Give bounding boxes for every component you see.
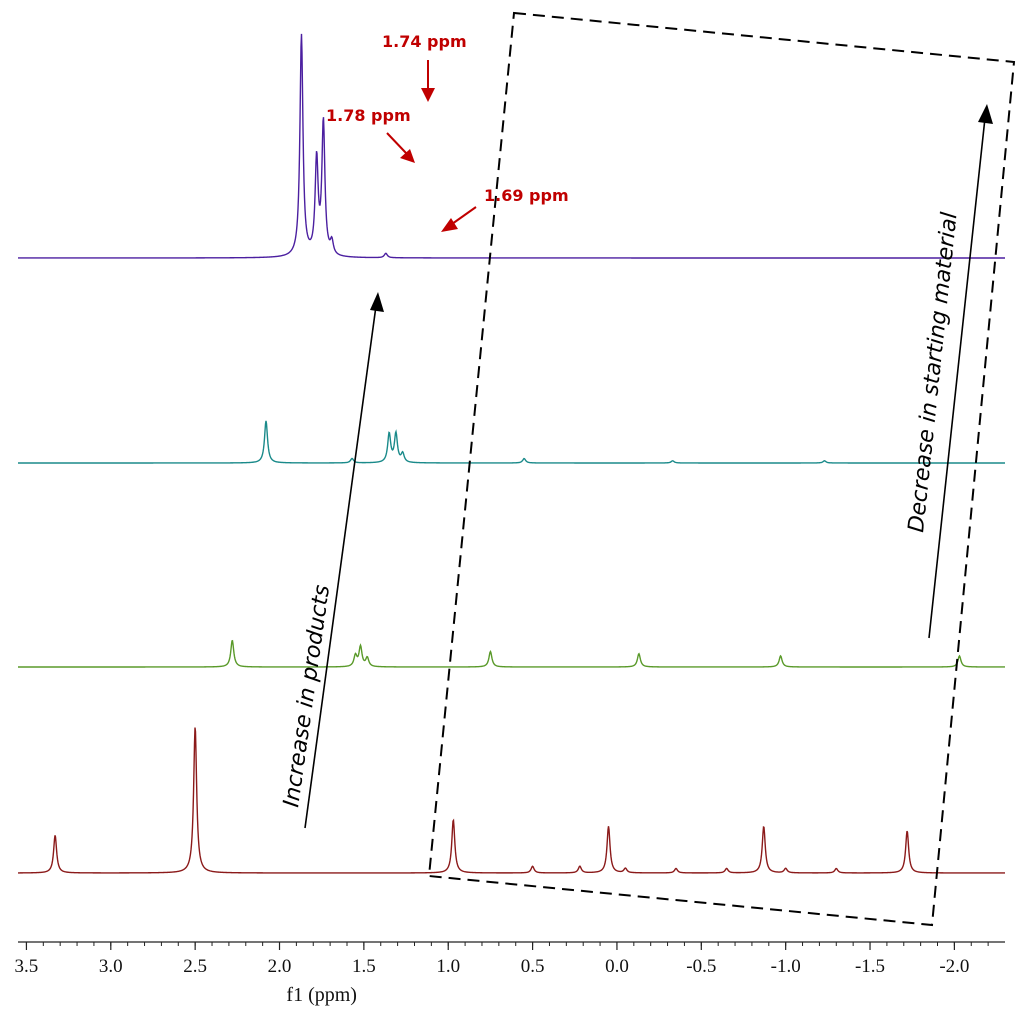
spectrum-trace-3 — [18, 420, 1005, 464]
products-label: Increase in products — [279, 583, 335, 809]
starting-material-arrow — [928, 117, 986, 639]
spectrum-trace-1 — [18, 727, 1005, 874]
x-axis-title: f1 (ppm) — [286, 984, 357, 1006]
x-tick-label: 0.0 — [605, 956, 629, 977]
x-tick-label: 3.0 — [99, 956, 123, 977]
x-tick-label: 0.5 — [521, 956, 545, 977]
x-tick-label: 1.5 — [352, 956, 376, 977]
peak-arrowhead-1-78 — [400, 149, 415, 163]
starting-material-arrowhead — [978, 104, 993, 124]
peak-arrow-1-78 — [386, 132, 407, 154]
peak-arrowhead-1-74 — [421, 88, 435, 102]
x-tick-label: 2.5 — [183, 956, 207, 977]
annotations: Increase in products Decrease in startin… — [279, 11, 1016, 927]
starting-material-label: Decrease in starting material — [904, 211, 962, 534]
spectrum-trace-4 — [18, 33, 1005, 259]
peak-label-1-69: 1.69 ppm — [484, 186, 569, 205]
x-tick-label: -0.5 — [686, 956, 716, 977]
spectra-group — [18, 33, 1005, 874]
x-tick-label: -2.0 — [939, 956, 969, 977]
peak-label-1-74: 1.74 ppm — [382, 32, 467, 51]
x-tick-label: 3.5 — [15, 956, 39, 977]
peak-arrowhead-1-69 — [441, 218, 458, 232]
dashed-region-box — [427, 11, 1016, 927]
spectrum-trace-2 — [18, 639, 1005, 668]
products-arrowhead — [370, 292, 384, 312]
peak-label-1-78: 1.78 ppm — [326, 106, 411, 125]
x-tick-label: 2.0 — [268, 956, 292, 977]
x-tick-label: 1.0 — [436, 956, 460, 977]
x-tick-label: -1.5 — [855, 956, 885, 977]
products-arrow — [304, 305, 377, 829]
x-tick-label: -1.0 — [771, 956, 801, 977]
x-axis: 3.5 3.0 2.5 2.0 1.5 1.0 0.5 0.0 -0.5 -1.0 -1.5 -2.0… — [15, 941, 1005, 1006]
peak-arrow-1-69 — [451, 206, 477, 225]
